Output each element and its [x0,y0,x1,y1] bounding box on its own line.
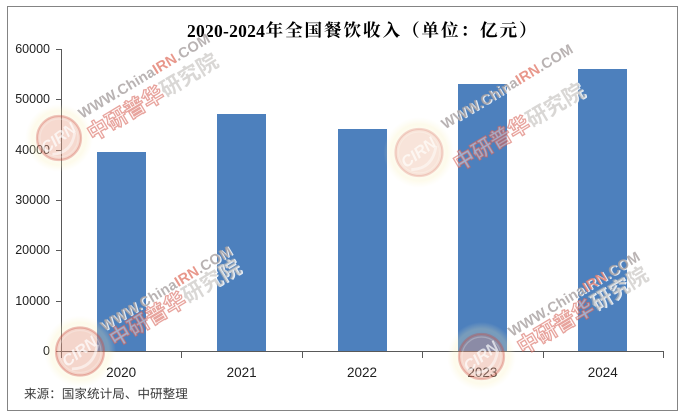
svg-text:WWW.ChinaIRN.COM: WWW.ChinaIRN.COM [439,42,576,133]
svg-text:WWW.ChinaIRN.COM: WWW.ChinaIRN.COM [98,244,235,335]
svg-text:WWW.ChinaIRN.COM: WWW.ChinaIRN.COM [76,31,213,122]
